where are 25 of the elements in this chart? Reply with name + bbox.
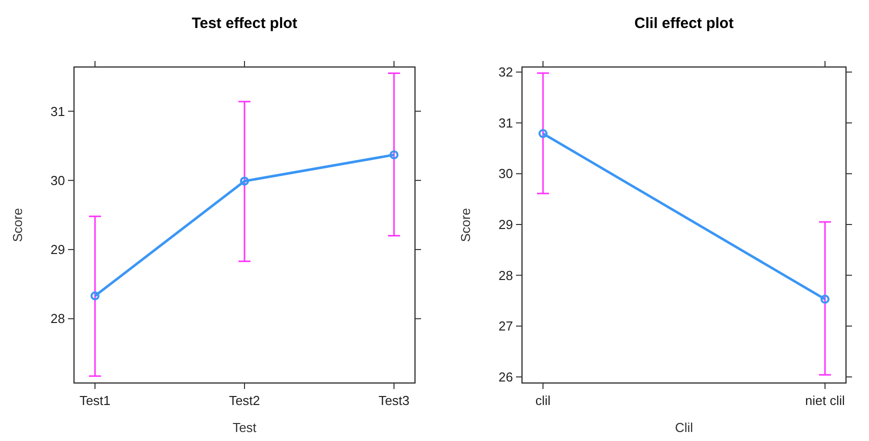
x-tick-label: niet clil	[805, 393, 845, 408]
y-tick-label: 31	[498, 115, 513, 130]
y-tick-label: 32	[498, 64, 513, 80]
y-axis-title: Score	[10, 208, 25, 242]
chart-title: Test effect plot	[192, 15, 298, 32]
y-tick-label: 30	[50, 172, 65, 188]
x-tick-label: Test3	[378, 393, 410, 408]
point	[240, 176, 249, 186]
x-axis-title: Test	[232, 420, 257, 435]
y-tick-label: 27	[498, 318, 513, 334]
y-tick-label: 29	[498, 217, 513, 232]
y-axis-title: Score	[458, 208, 473, 242]
point	[90, 291, 100, 300]
y-tick-label: 31	[50, 104, 65, 119]
y-tick-label: 29	[50, 242, 65, 258]
x-tick-label: Test1	[79, 393, 111, 408]
chart-title: Clil effect plot	[634, 15, 734, 32]
x-axis-title: Clil	[674, 420, 694, 435]
x-tick-label: Test2	[228, 393, 260, 408]
x-tick-label: clil	[535, 393, 551, 408]
point	[390, 150, 398, 160]
y-tick-label: 28	[50, 311, 65, 326]
y-tick-label: 28	[498, 268, 513, 283]
y-tick-label: 26	[498, 369, 513, 384]
y-tick-label: 30	[498, 166, 513, 182]
